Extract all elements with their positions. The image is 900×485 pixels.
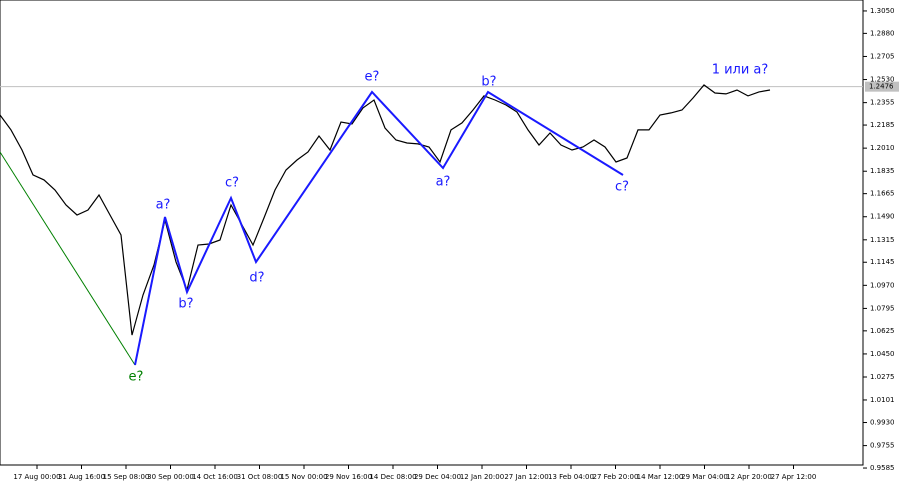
y-tick-label: 1.0970 (870, 281, 895, 289)
x-tick-label: 13 Feb 04:00 (548, 473, 594, 481)
y-tick-label: 1.3050 (870, 7, 895, 15)
x-tick-label: 29 Dec 04:00 (414, 473, 461, 481)
current-price-box (865, 81, 899, 92)
price-line (0, 84, 771, 336)
y-tick-label: 0.9930 (870, 419, 895, 427)
x-tick-label: 17 Aug 00:00 (13, 473, 60, 481)
x-tick-label: 27 Jan 12:00 (504, 473, 548, 481)
y-tick-label: 1.2880 (870, 29, 895, 37)
x-tick-label: 15 Sep 08:00 (103, 473, 150, 481)
y-tick-label: 1.1145 (870, 258, 895, 266)
y-tick-label: 1.0795 (870, 304, 895, 312)
x-tick-label: 31 Oct 08:00 (237, 473, 283, 481)
y-tick-label: 1.2185 (870, 121, 895, 129)
plot-frame (0, 0, 864, 466)
y-tick-label: 1.0625 (870, 327, 895, 335)
wave-label: c? (615, 180, 629, 195)
y-tick-label: 0.9755 (870, 442, 895, 450)
y-tick-label: 1.2705 (870, 52, 895, 60)
x-tick-label: 12 Apr 20:00 (726, 473, 772, 481)
wave-label: a? (156, 198, 171, 213)
wave-label: b? (178, 297, 193, 312)
y-tick-label: 1.2355 (870, 99, 895, 107)
y-tick-label: 1.1490 (870, 213, 895, 221)
x-tick-label: 27 Apr 12:00 (771, 473, 817, 481)
x-tick-label: 29 Mar 04:00 (681, 473, 728, 481)
x-tick-label: 30 Sep 00:00 (147, 473, 194, 481)
wave-label: d? (249, 271, 264, 286)
y-tick-label: 1.0450 (870, 350, 895, 358)
x-tick-label: 29 Nov 16:00 (325, 473, 372, 481)
wave-line (134, 90, 624, 366)
y-tick-label: 1.0101 (870, 396, 895, 404)
wave-label: b? (481, 75, 496, 90)
wave-label: c? (225, 176, 239, 191)
x-tick-label: 14 Dec 08:00 (369, 473, 416, 481)
y-tick-label: 1.1315 (870, 236, 895, 244)
y-tick-label: 1.2530 (870, 76, 895, 84)
prior-wave-line (0, 151, 136, 366)
x-tick-label: 12 Jan 20:00 (460, 473, 504, 481)
y-tick-label: 1.1835 (870, 167, 895, 175)
y-tick-label: 0.9585 (870, 464, 895, 472)
current-price-label: 1.2476 (869, 83, 894, 91)
y-tick-label: 1.0275 (870, 373, 895, 381)
x-tick-label: 14 Mar 12:00 (637, 473, 684, 481)
wave-label: e? (365, 70, 380, 85)
x-tick-label: 31 Aug 16:00 (58, 473, 105, 481)
y-tick-label: 1.1665 (870, 190, 895, 198)
wave-label: 1 или a? (712, 63, 769, 78)
y-tick-label: 1.2010 (870, 144, 895, 152)
x-tick-label: 14 Oct 16:00 (192, 473, 238, 481)
wave-label: e? (129, 370, 144, 385)
x-tick-label: 27 Feb 20:00 (593, 473, 639, 481)
x-tick-label: 15 Nov 00:00 (280, 473, 327, 481)
wave-label: a? (436, 175, 451, 190)
